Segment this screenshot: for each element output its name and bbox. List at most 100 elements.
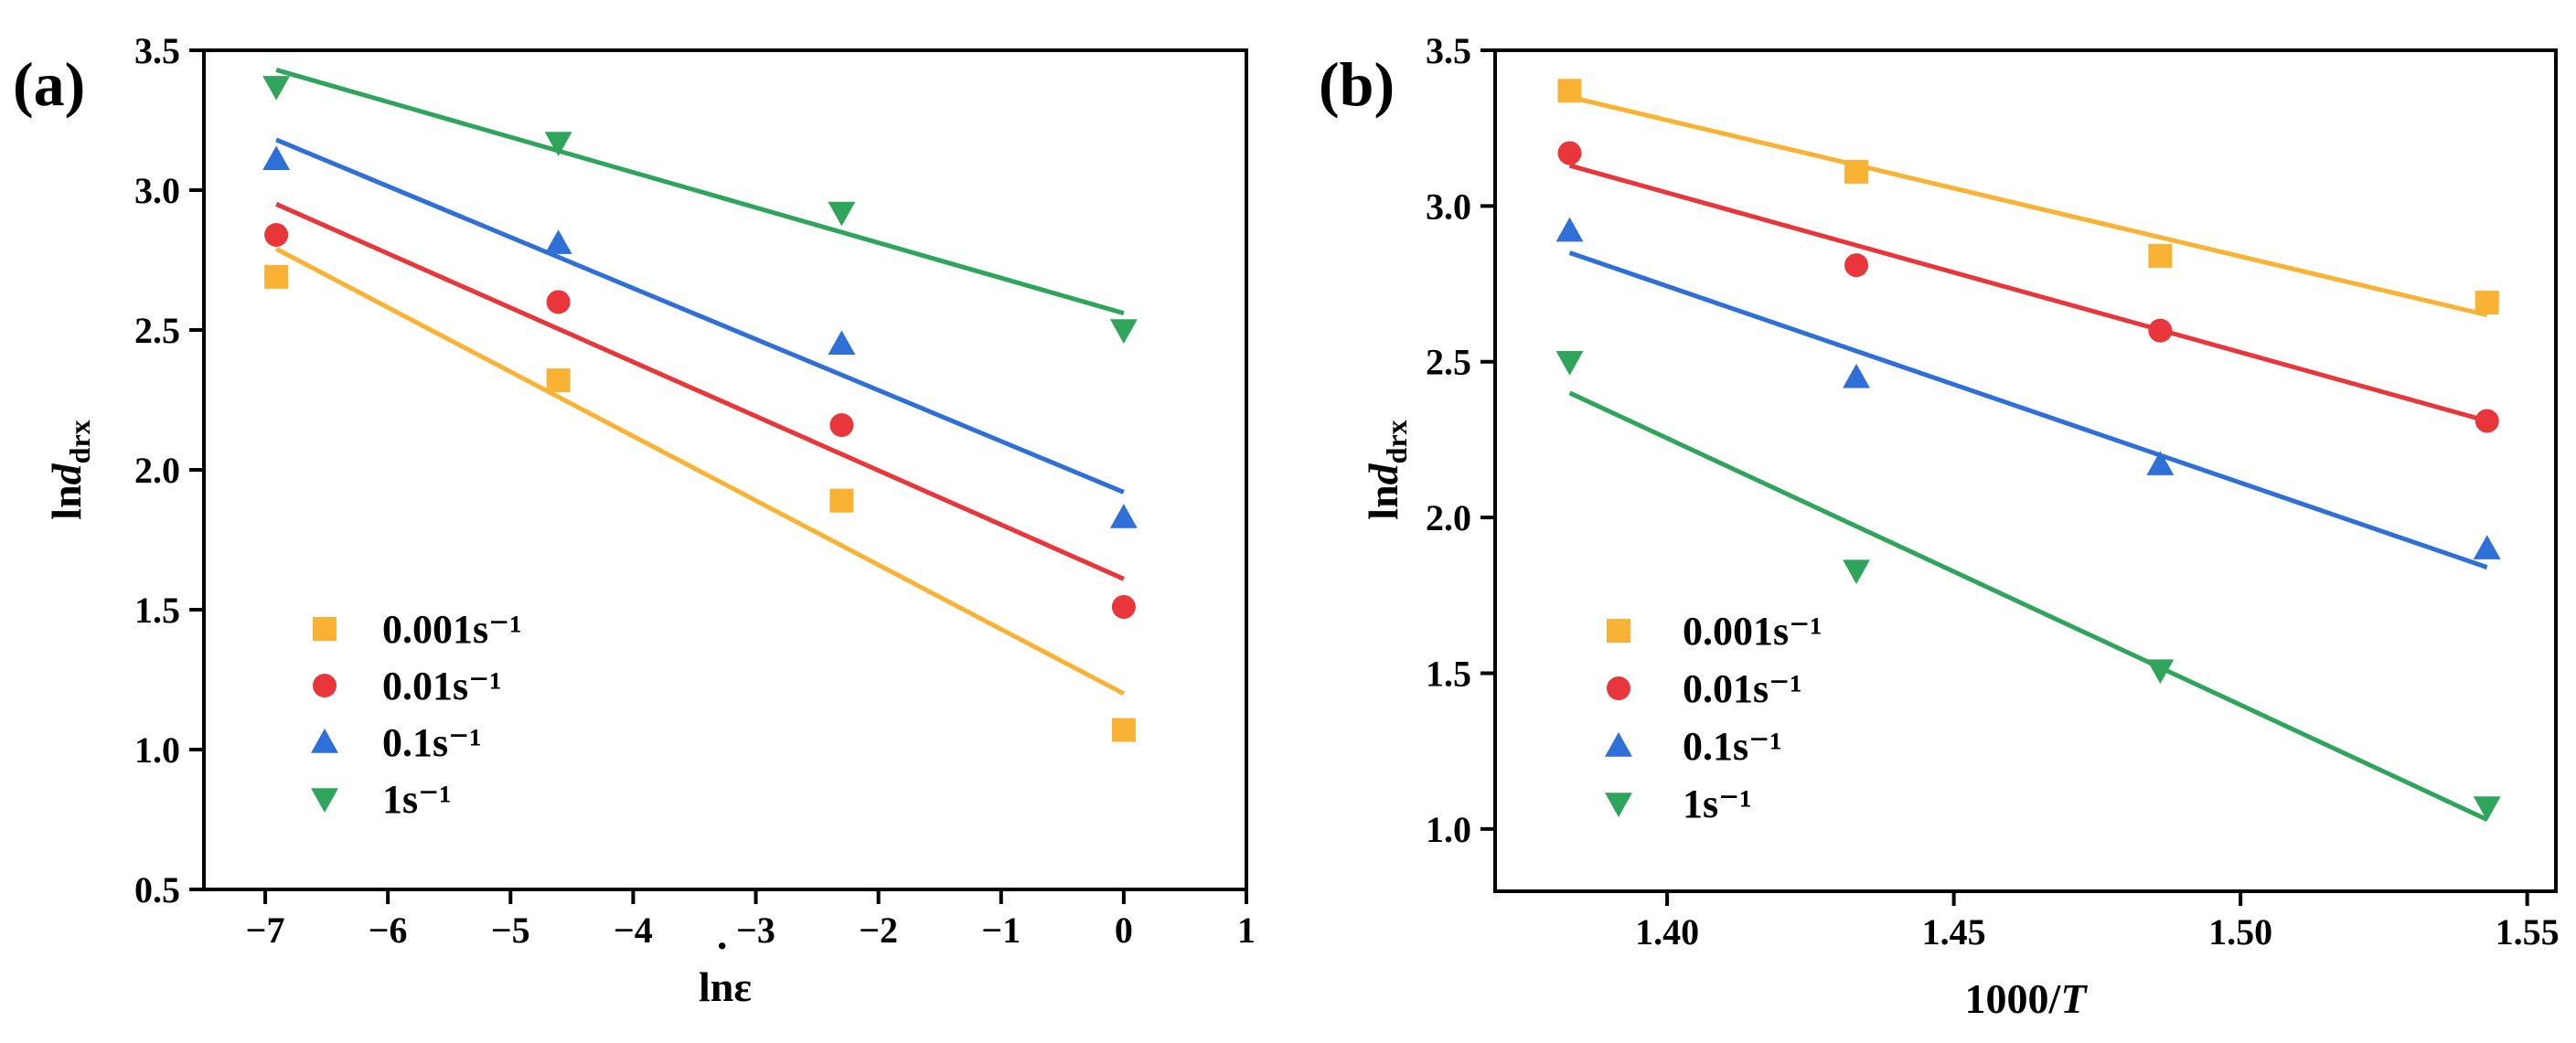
panel-b-fit-lines xyxy=(1568,94,2488,822)
panel-a-point-1s^-1 xyxy=(828,201,856,227)
panel-a-y-tick-label: 0.5 xyxy=(134,869,180,910)
panel-a-point-0.1s^-1 xyxy=(262,145,291,171)
panel-a-xlabel-prefix: ln xyxy=(699,963,733,1010)
panel-b-fit-line-0.001s^-1 xyxy=(1568,94,2488,318)
panel-b-point-0.01s^-1 xyxy=(1844,253,1869,278)
panel-b-x-tick-label: 1.40 xyxy=(1635,911,1699,953)
panel-b-y-axis-title: lnddrx xyxy=(1360,420,1413,519)
panel-a-legend-label-0.001s^-1: 0.001s⁻¹ xyxy=(382,607,522,652)
panel-a-y-tick-label: 3.0 xyxy=(134,170,180,211)
panel-a-legend-label-0.1s^-1: 0.1s⁻¹ xyxy=(382,720,482,765)
panel-a-fit-line-0.1s^-1 xyxy=(275,137,1125,495)
panel-a-points xyxy=(262,76,1138,742)
panel-a-point-0.01s^-1 xyxy=(546,290,571,314)
panel-a-fit-line-0.001s^-1 xyxy=(274,247,1126,697)
panel-b-point-0.1s^-1 xyxy=(2473,535,2501,559)
panel-b-xlabel-italic: T xyxy=(2060,975,2088,1022)
panel-a-point-1s^-1 xyxy=(544,132,572,156)
panel-b-point-1s^-1 xyxy=(1555,351,1584,376)
panel-b-point-0.001s^-1 xyxy=(2474,291,2499,314)
panel-a-x-tick-label: −1 xyxy=(981,910,1021,951)
panel-a-legend-marker-0.1s^-1 xyxy=(311,729,338,753)
panel-b-point-0.001s^-1 xyxy=(2148,243,2173,268)
panel-b-point-1s^-1 xyxy=(2473,796,2501,821)
panel-b-point-0.1s^-1 xyxy=(1843,363,1870,388)
panel-b-point-0.01s^-1 xyxy=(1557,141,1582,165)
panel-b-point-0.1s^-1 xyxy=(2146,451,2175,475)
panel-b-y-tick-label: 2.0 xyxy=(1426,497,1471,538)
panel-b-x-tick-label: 1.55 xyxy=(2496,911,2560,953)
panel-a-ylabel-subscript: drx xyxy=(63,420,96,463)
panel-a-point-0.1s^-1 xyxy=(1109,504,1138,528)
panel-b-x-tick-label: 1.45 xyxy=(1922,911,1986,953)
panel-a-x-axis-title: lnε xyxy=(699,963,752,1010)
panel-a-x-tick-label: 1 xyxy=(1237,910,1256,951)
panel-b-point-0.001s^-1 xyxy=(1557,79,1582,103)
panel-b-legend-label-0.01s^-1: 0.01s⁻¹ xyxy=(1683,666,1802,711)
panel-a-point-0.1s^-1 xyxy=(828,330,856,355)
panel-a: (a) −7 −6 −5 −4 −3 −2 −1 0 1 0.5 1.0 1.5 2.0 2.5 3.0 3.… xyxy=(13,30,1256,1010)
panel-a-y-axis-title: lnddrx xyxy=(43,420,96,519)
panel-a-x-tick-label: −5 xyxy=(491,910,530,951)
panel-b-legend-marker-0.01s^-1 xyxy=(1607,676,1630,700)
panel-b-fit-line-0.1s^-1 xyxy=(1568,250,2488,569)
panel-b-y-tick-label: 2.5 xyxy=(1426,342,1471,383)
panel-b: (b) 1.40 1.45 1.50 1.55 1.0 1.5 2.0 2.5 3.0 3.5 0… xyxy=(1319,30,2560,1022)
panel-a-y-tick-label: 3.5 xyxy=(134,30,180,71)
panel-b-y-tick-label: 1.0 xyxy=(1426,809,1471,850)
panel-a-point-0.001s^-1 xyxy=(1111,718,1136,742)
panel-a-y-tick-label: 2.5 xyxy=(134,310,180,351)
panel-a-x-tick-label: −4 xyxy=(614,910,653,951)
panel-b-axes: 1.40 1.45 1.50 1.55 1.0 1.5 2.0 2.5 3.0 3.5 xyxy=(1426,30,2560,953)
panel-b-x-axis-title: 1000/T xyxy=(1965,975,2089,1022)
panel-b-label: (b) xyxy=(1319,49,1395,119)
panel-a-y-tick-label: 1.0 xyxy=(134,729,180,771)
panel-a-point-1s^-1 xyxy=(1109,319,1138,344)
panel-b-legend-marker-0.001s^-1 xyxy=(1607,619,1630,643)
panel-b-point-0.01s^-1 xyxy=(2148,318,2173,343)
panel-b-legend-label-0.1s^-1: 0.1s⁻¹ xyxy=(1683,724,1782,769)
panel-b-point-1s^-1 xyxy=(1843,559,1870,584)
panel-b-y-tick-label: 1.5 xyxy=(1426,653,1471,694)
panel-a-xlabel-dot: · xyxy=(715,922,729,969)
panel-b-y-tick-label: 3.0 xyxy=(1426,186,1471,227)
panel-a-x-tick-label: −3 xyxy=(736,910,775,951)
panel-b-ylabel-italic: d xyxy=(1360,463,1406,484)
panel-a-axes: −7 −6 −5 −4 −3 −2 −1 0 1 0.5 1.0 1.5 2.0 2.5 3.0 3.5 xyxy=(134,30,1256,951)
panel-b-legend-label-0.001s^-1: 0.001s⁻¹ xyxy=(1683,609,1822,654)
panel-a-x-tick-label: −7 xyxy=(246,910,285,951)
panel-a-legend-label-1s^-1: 1s⁻¹ xyxy=(382,777,452,822)
panel-b-plot-frame xyxy=(1493,48,2558,893)
panel-b-fit-line-1s^-1 xyxy=(1568,390,2488,822)
panel-a-fit-line-1s^-1 xyxy=(275,68,1125,316)
panel-a-point-0.1s^-1 xyxy=(544,229,572,254)
panel-b-fit-line-0.01s^-1 xyxy=(1568,163,2488,423)
panel-b-point-0.1s^-1 xyxy=(1555,217,1584,242)
panel-a-y-tick-label: 2.0 xyxy=(134,450,180,491)
panel-a-legend-label-0.01s^-1: 0.01s⁻¹ xyxy=(382,664,502,708)
panel-b-points xyxy=(1555,79,2501,821)
panel-b-point-1s^-1 xyxy=(2146,659,2175,685)
panel-a-point-0.001s^-1 xyxy=(829,488,854,513)
panel-a-legend-marker-0.01s^-1 xyxy=(313,674,337,697)
panel-a-ylabel-italic: d xyxy=(43,463,90,484)
panel-a-legend: 0.001s⁻¹ 0.01s⁻¹ 0.1s⁻¹ 1s⁻¹ xyxy=(311,607,522,822)
panel-a-point-0.01s^-1 xyxy=(829,413,854,438)
panel-b-legend-marker-1s^-1 xyxy=(1605,793,1632,817)
panel-b-point-0.01s^-1 xyxy=(2474,409,2499,433)
panel-a-point-1s^-1 xyxy=(262,76,291,101)
panel-a-legend-marker-1s^-1 xyxy=(311,788,338,813)
panel-b-legend-label-1s^-1: 1s⁻¹ xyxy=(1683,782,1752,826)
panel-a-fit-lines xyxy=(274,68,1126,697)
panel-a-point-0.01s^-1 xyxy=(264,222,289,247)
panel-b-legend-marker-0.1s^-1 xyxy=(1605,732,1632,757)
panel-b-xlabel-prefix: 1000/ xyxy=(1965,975,2062,1022)
panel-a-xlabel-symbol: ε xyxy=(733,963,752,1010)
panel-a-x-tick-label: −6 xyxy=(369,910,408,951)
panel-b-ylabel-prefix: ln xyxy=(1360,484,1406,519)
panel-b-y-tick-label: 3.5 xyxy=(1426,30,1471,71)
panel-a-point-0.01s^-1 xyxy=(1111,594,1136,619)
panel-b-point-0.001s^-1 xyxy=(1844,159,1869,184)
panel-a-fit-line-0.01s^-1 xyxy=(275,202,1125,581)
